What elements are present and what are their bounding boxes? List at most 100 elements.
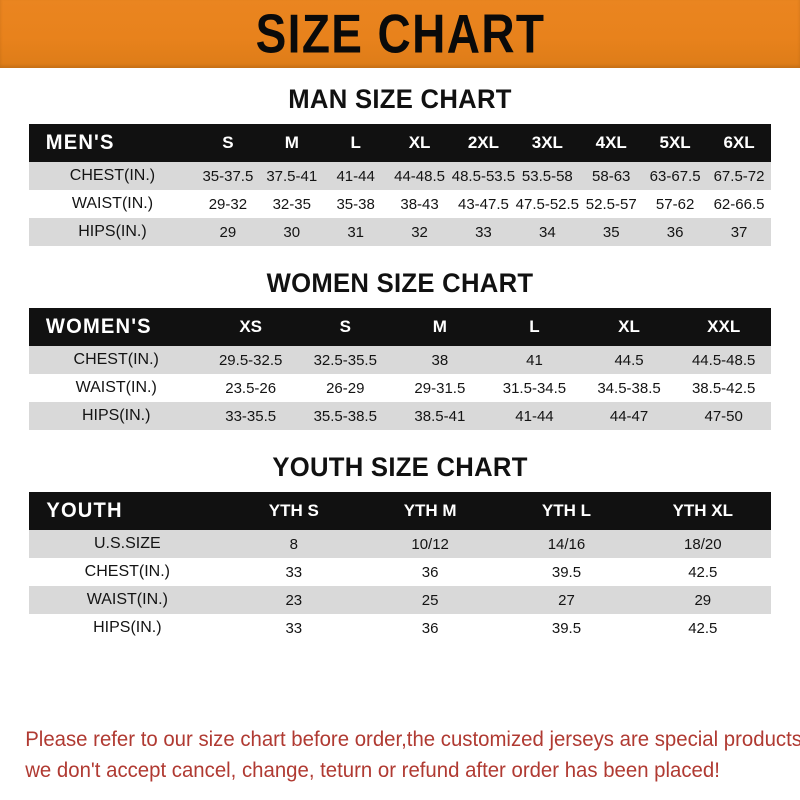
- measurement-cell: 8: [289, 535, 298, 553]
- table-corner-label: MEN'S: [45, 131, 115, 154]
- man-size-table-wrapper: MEN'S S M L XL 2XL 3XL 4XL 5XL 6XL CHEST(IN.) 35-3…: [29, 124, 771, 246]
- section-title-women: WOMEN SIZE CHART: [266, 268, 534, 298]
- table-row: HIPS(IN.) 33-35.5 35.5-38.5 38.5-41 41-44 44-…: [29, 402, 771, 430]
- measurement-cell: 34: [538, 223, 556, 241]
- measurement-cell: 44-48.5: [394, 167, 445, 185]
- measurement-cell: 27: [558, 591, 575, 609]
- size-chart-banner: SIZE CHART: [0, 0, 800, 68]
- row-label: WAIST(IN.): [75, 379, 157, 396]
- measurement-cell: 38.5-42.5: [691, 379, 756, 397]
- youth-table-header: YOUTH YTH S YTH M YTH L YTH XL: [29, 492, 771, 530]
- table-header-row: MEN'S S M L XL 2XL 3XL 4XL 5XL 6XL: [29, 124, 771, 162]
- measurement-cell: 57-62: [655, 195, 695, 213]
- section-title-youth: YOUTH SIZE CHART: [272, 452, 528, 482]
- measurement-cell: 29-31.5: [414, 379, 466, 397]
- measurement-cell: 33: [285, 619, 303, 637]
- column-header-xl: XL: [618, 317, 640, 336]
- measurement-cell: 29: [219, 223, 237, 241]
- measurement-cell: 33-35.5: [225, 407, 277, 425]
- order-policy-note-line-2: we don't accept cancel, change, teturn o…: [25, 759, 720, 782]
- order-policy-note-line-1: Please refer to our size chart before or…: [25, 728, 800, 751]
- measurement-cell: 38: [431, 351, 449, 369]
- table-corner-label: WOMEN'S: [45, 315, 152, 338]
- column-header-s: S: [222, 133, 234, 152]
- table-row: CHEST(IN.) 33 36 39.5 42.5: [29, 558, 771, 586]
- table-row: HIPS(IN.) 33 36 39.5 42.5: [29, 614, 771, 642]
- row-label: WAIST(IN.): [86, 591, 168, 608]
- measurement-cell: 41-44: [336, 167, 375, 185]
- page-title: SIZE CHART: [255, 3, 545, 65]
- measurement-cell: 63-67.5: [649, 167, 701, 185]
- measurement-cell: 53.5-58: [521, 167, 573, 185]
- column-header-yth-s: YTH S: [268, 501, 319, 520]
- column-header-xs: XS: [239, 317, 263, 336]
- measurement-cell: 41-44: [515, 407, 554, 425]
- column-header-m: M: [432, 317, 447, 336]
- measurement-cell: 29-32: [208, 195, 248, 213]
- row-label: WAIST(IN.): [71, 195, 154, 212]
- man-table-body: CHEST(IN.) 35-37.5 37.5-41 41-44 44-48.5 48.5…: [29, 162, 771, 246]
- measurement-cell: 32-35: [272, 195, 311, 213]
- section-title-man: MAN SIZE CHART: [288, 84, 512, 114]
- measurement-cell: 47-50: [704, 407, 743, 425]
- measurement-cell: 35-37.5: [202, 167, 254, 185]
- measurement-cell: 58-63: [592, 167, 631, 185]
- measurement-cell: 42.5: [688, 619, 718, 637]
- man-size-table: MEN'S S M L XL 2XL 3XL 4XL 5XL 6XL CHEST(IN.) 35-3…: [29, 124, 771, 246]
- row-label: U.S.SIZE: [93, 535, 161, 552]
- table-row: WAIST(IN.) 23.5-26 26-29 29-31.5 31.5-34.5 34…: [29, 374, 771, 402]
- women-size-table-wrapper: WOMEN'S XS S M L XL XXL CHEST(IN.) 29.5-32.5 32.…: [29, 308, 771, 430]
- measurement-cell: 31.5-34.5: [502, 379, 567, 397]
- row-label: CHEST(IN.): [69, 167, 156, 184]
- table-row: WAIST(IN.) 29-32 32-35 35-38 38-43 43-47.5 47.…: [29, 190, 771, 218]
- measurement-cell: 36: [421, 619, 439, 637]
- column-header-yth-xl: YTH XL: [672, 501, 734, 520]
- column-header-l: L: [529, 317, 540, 336]
- measurement-cell: 32: [411, 223, 428, 241]
- measurement-cell: 44.5-48.5: [691, 351, 756, 369]
- measurement-cell: 29.5-32.5: [218, 351, 283, 369]
- measurement-cell: 35-38: [336, 195, 375, 213]
- measurement-cell: 48.5-53.5: [451, 167, 516, 185]
- table-row: WAIST(IN.) 23 25 27 29: [29, 586, 771, 614]
- table-header-row: YOUTH YTH S YTH M YTH L YTH XL: [29, 492, 771, 530]
- measurement-cell: 14/16: [547, 535, 586, 553]
- column-header-5xl: 5XL: [659, 133, 691, 152]
- measurement-cell: 44-47: [609, 407, 649, 425]
- row-label: HIPS(IN.): [78, 223, 147, 240]
- table-row: CHEST(IN.) 29.5-32.5 32.5-35.5 38 41 44.5 44.5…: [29, 346, 771, 374]
- measurement-cell: 29: [694, 591, 712, 609]
- measurement-cell: 34.5-38.5: [597, 379, 661, 397]
- measurement-cell: 47.5-52.5: [515, 195, 580, 213]
- column-header-l: L: [350, 133, 361, 152]
- measurement-cell: 35: [602, 223, 620, 241]
- column-header-yth-l: YTH L: [541, 501, 592, 520]
- measurement-cell: 36: [666, 223, 684, 241]
- youth-size-table-wrapper: YOUTH YTH S YTH M YTH L YTH XL U.S.SIZE 8 10/1…: [29, 492, 771, 642]
- row-label: HIPS(IN.): [81, 407, 151, 424]
- women-table-body: CHEST(IN.) 29.5-32.5 32.5-35.5 38 41 44.5 44.5…: [29, 346, 771, 430]
- column-header-4xl: 4XL: [595, 133, 627, 152]
- column-header-6xl: 6XL: [723, 133, 755, 152]
- row-label: HIPS(IN.): [93, 619, 162, 636]
- women-size-table: WOMEN'S XS S M L XL XXL CHEST(IN.) 29.5-32.5 32.…: [29, 308, 771, 430]
- measurement-cell: 38-43: [400, 195, 439, 213]
- table-row: HIPS(IN.) 29 30 31 32 33 34 35 36 37: [29, 218, 771, 246]
- column-header-3xl: 3XL: [531, 133, 563, 152]
- table-row: CHEST(IN.) 35-37.5 37.5-41 41-44 44-48.5 48.5…: [29, 162, 771, 190]
- measurement-cell: 33: [285, 563, 303, 581]
- table-row: U.S.SIZE 8 10/12 14/16 18/20: [29, 530, 771, 558]
- measurement-cell: 10/12: [411, 535, 449, 553]
- measurement-cell: 33: [475, 223, 492, 241]
- measurement-cell: 31: [347, 223, 364, 241]
- measurement-cell: 42.5: [688, 563, 718, 581]
- measurement-cell: 41: [526, 351, 543, 369]
- measurement-cell: 44.5: [614, 351, 644, 369]
- measurement-cell: 18/20: [684, 535, 722, 553]
- measurement-cell: 30: [283, 223, 301, 241]
- column-header-xxl: XXL: [707, 317, 741, 336]
- measurement-cell: 37.5-41: [266, 167, 318, 185]
- column-header-yth-m: YTH M: [403, 501, 457, 520]
- women-table-header: WOMEN'S XS S M L XL XXL: [29, 308, 771, 346]
- measurement-cell: 23.5-26: [225, 379, 277, 397]
